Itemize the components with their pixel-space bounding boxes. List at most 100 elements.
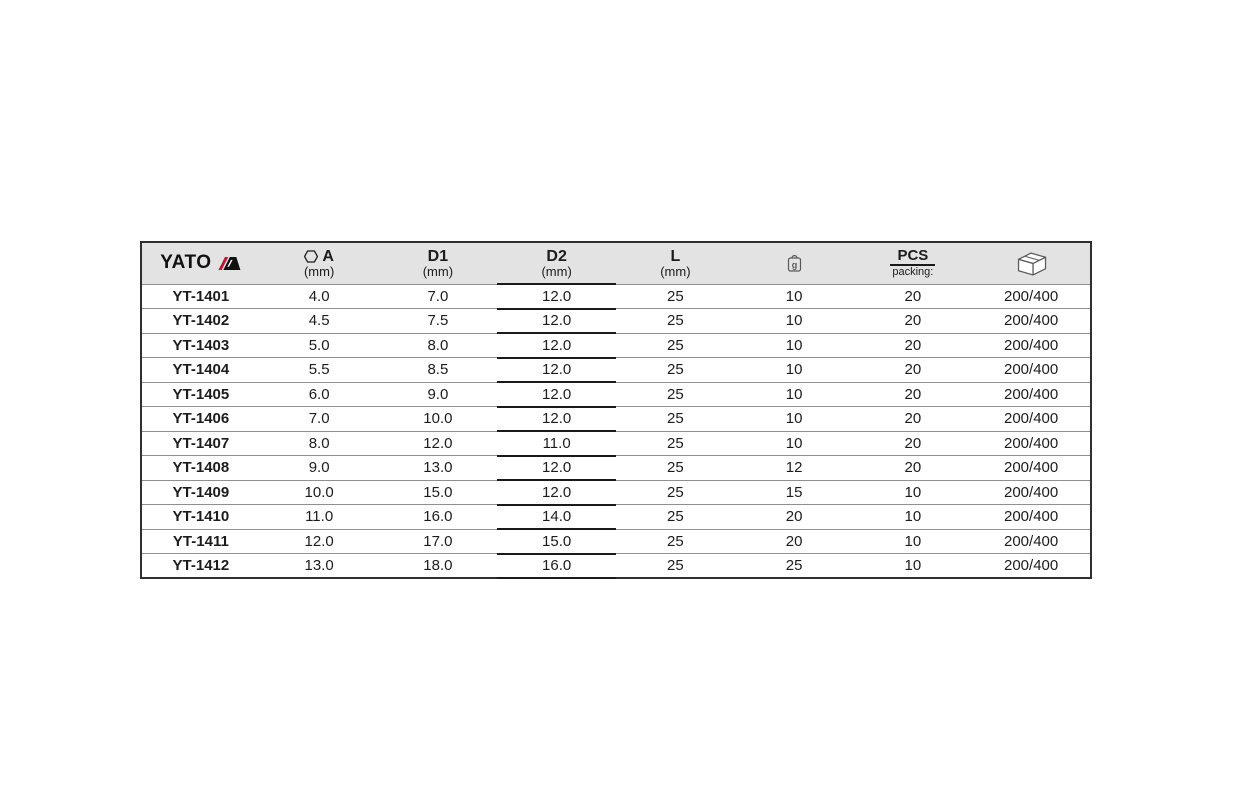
cell-d2: 16.0 xyxy=(497,552,616,579)
cell-weight: 12 xyxy=(734,455,854,480)
cell-d1: 15.0 xyxy=(378,479,498,505)
cell-weight: 10 xyxy=(734,332,854,358)
cell-model: YT-1412 xyxy=(141,553,260,578)
cell-pcs: 20 xyxy=(853,430,973,456)
table-row: YT-1402 4.5 7.5 12.0 25 10 20 200/400 xyxy=(141,307,1091,334)
cell-packing: 200/400 xyxy=(972,406,1091,431)
cell-d1: 7.5 xyxy=(378,308,498,333)
header-label-pcs: PCS xyxy=(890,248,936,267)
cell-a: 8.0 xyxy=(259,430,379,456)
cell-d2: 14.0 xyxy=(497,503,616,530)
cell-weight: 20 xyxy=(734,504,854,529)
cell-weight: 25 xyxy=(734,553,854,578)
cell-l: 25 xyxy=(616,504,735,529)
cell-a: 9.0 xyxy=(259,455,379,480)
cell-packing: 200/400 xyxy=(972,357,1091,382)
table-row: YT-1408 9.0 13.0 12.0 25 12 20 200/400 xyxy=(141,454,1091,481)
weight-unit-text: g xyxy=(791,260,797,270)
cell-packing: 200/400 xyxy=(972,479,1091,505)
yato-logo-mark-icon xyxy=(217,256,240,270)
cell-pcs: 10 xyxy=(853,528,973,554)
cell-packing: 200/400 xyxy=(972,381,1091,407)
cell-weight: 10 xyxy=(734,381,854,407)
cell-d1: 8.5 xyxy=(378,357,498,382)
cell-weight: 10 xyxy=(734,406,854,431)
cell-a: 4.5 xyxy=(259,308,379,333)
cell-l: 25 xyxy=(616,332,735,358)
header-col-a: A (mm) xyxy=(259,242,379,285)
cell-packing: 200/400 xyxy=(972,504,1091,529)
header-label-d2: D2 xyxy=(546,247,567,265)
cell-weight: 10 xyxy=(734,283,854,309)
cell-model: YT-1401 xyxy=(141,283,260,309)
cell-d2: 12.0 xyxy=(497,454,616,481)
cell-d1: 18.0 xyxy=(378,553,498,578)
cell-d2: 12.0 xyxy=(497,381,616,408)
table-row: YT-1412 13.0 18.0 16.0 25 25 10 200/400 xyxy=(141,552,1091,579)
cell-l: 25 xyxy=(616,479,735,505)
cell-weight: 10 xyxy=(734,430,854,456)
header-col-packing xyxy=(972,242,1091,285)
cell-weight: 15 xyxy=(734,479,854,505)
cell-packing: 200/400 xyxy=(972,283,1091,309)
cell-d1: 12.0 xyxy=(378,430,498,456)
cell-weight: 20 xyxy=(734,528,854,554)
weight-gram-icon: g xyxy=(787,254,801,272)
cell-pcs: 20 xyxy=(853,455,973,480)
cell-l: 25 xyxy=(616,381,735,407)
header-col-l: L (mm) xyxy=(616,242,735,285)
cell-a: 4.0 xyxy=(259,283,379,309)
cell-model: YT-1408 xyxy=(141,455,260,480)
cell-d2: 12.0 xyxy=(497,283,616,310)
cell-l: 25 xyxy=(616,283,735,309)
cell-model: YT-1406 xyxy=(141,406,260,431)
cell-model: YT-1407 xyxy=(141,430,260,456)
header-label-d1: D1 xyxy=(427,247,449,265)
cell-a: 11.0 xyxy=(259,504,379,529)
table-row: YT-1404 5.5 8.5 12.0 25 10 20 200/400 xyxy=(141,356,1091,383)
cell-d1: 8.0 xyxy=(378,332,498,358)
cell-pcs: 10 xyxy=(853,479,973,505)
cell-model: YT-1405 xyxy=(141,381,260,407)
cell-packing: 200/400 xyxy=(972,308,1091,333)
cell-d2: 12.0 xyxy=(497,405,616,432)
header-label-l: L xyxy=(670,247,681,265)
cell-a: 5.0 xyxy=(259,332,379,358)
product-spec-table-container: YATO A xyxy=(140,241,1092,579)
table-row: YT-1401 4.0 7.0 12.0 25 10 20 200/400 xyxy=(141,283,1091,310)
cell-l: 25 xyxy=(616,455,735,480)
cell-pcs: 20 xyxy=(853,381,973,407)
cell-d2: 12.0 xyxy=(497,479,616,506)
cell-weight: 10 xyxy=(734,308,854,333)
table-row: YT-1409 10.0 15.0 12.0 25 15 10 200/400 xyxy=(141,479,1091,506)
cell-packing: 200/400 xyxy=(972,455,1091,480)
cell-l: 25 xyxy=(616,553,735,578)
cell-packing: 200/400 xyxy=(972,332,1091,358)
cell-d2: 12.0 xyxy=(497,307,616,334)
cell-pcs: 10 xyxy=(853,504,973,529)
cell-d1: 10.0 xyxy=(378,406,498,431)
header-col-weight: g xyxy=(734,242,854,285)
table-row: YT-1410 11.0 16.0 14.0 25 20 10 200/400 xyxy=(141,503,1091,530)
cell-l: 25 xyxy=(616,406,735,431)
cell-pcs: 20 xyxy=(853,357,973,382)
table-row: YT-1411 12.0 17.0 15.0 25 20 10 200/400 xyxy=(141,528,1091,555)
cell-packing: 200/400 xyxy=(972,553,1091,578)
cell-packing: 200/400 xyxy=(972,430,1091,456)
header-label-a: A xyxy=(322,247,334,265)
cell-l: 25 xyxy=(616,357,735,382)
cell-a: 5.5 xyxy=(259,357,379,382)
cell-model: YT-1409 xyxy=(141,479,260,505)
cell-d2: 12.0 xyxy=(497,332,616,359)
cell-d1: 17.0 xyxy=(378,528,498,554)
table-body: YT-1401 4.0 7.0 12.0 25 10 20 200/400 YT-1402 4.5… xyxy=(141,283,1091,579)
cell-d1: 7.0 xyxy=(378,283,498,309)
header-col-pcs: PCS packing: xyxy=(853,242,973,285)
table-row: YT-1405 6.0 9.0 12.0 25 10 20 200/400 xyxy=(141,381,1091,408)
cell-l: 25 xyxy=(616,528,735,554)
cell-packing: 200/400 xyxy=(972,528,1091,554)
table-row: YT-1407 8.0 12.0 11.0 25 10 20 200/400 xyxy=(141,430,1091,457)
cell-a: 12.0 xyxy=(259,528,379,554)
cell-pcs: 20 xyxy=(853,308,973,333)
